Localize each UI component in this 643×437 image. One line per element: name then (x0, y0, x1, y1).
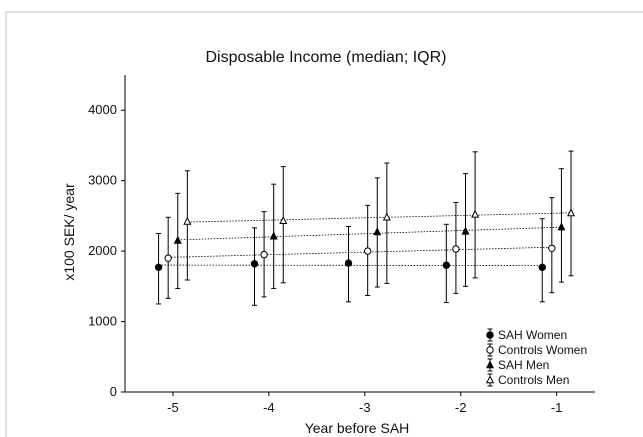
y-tick-label: 2000 (88, 243, 117, 258)
data-point (442, 261, 451, 269)
data-point (363, 247, 372, 255)
x-axis-label: Year before SAH (305, 420, 410, 436)
data-point (279, 216, 288, 225)
data-point (538, 263, 546, 272)
data-point (461, 226, 470, 235)
data-point (567, 208, 576, 217)
data-point (269, 231, 278, 240)
data-point (260, 250, 268, 259)
trend-line-1 (168, 246, 552, 258)
y-tick-label: 1000 (88, 314, 117, 329)
y-tick-label: 0 (110, 384, 117, 399)
data-point (373, 227, 382, 236)
series-lines (158, 212, 572, 267)
data-point (344, 259, 353, 267)
markers (154, 208, 576, 272)
data-point (557, 222, 566, 231)
data-point (382, 212, 391, 221)
axes: 0 1000 2000 3000 4000 -5 -4 -3 -2 -1 (88, 75, 595, 415)
chart-title: Disposable Income (median; IQR) (206, 49, 447, 66)
data-point (164, 254, 172, 262)
data-point (471, 209, 480, 218)
x-tick-label: -1 (551, 400, 563, 415)
legend-label: SAH Women (498, 328, 567, 342)
x-tick-label: -2 (455, 400, 467, 415)
legend-label: SAH Men (498, 358, 549, 372)
trend-line-0 (158, 264, 543, 267)
data-point (250, 260, 259, 268)
legend-label: Controls Men (498, 373, 569, 387)
x-tick-label: -4 (263, 400, 275, 415)
data-point (548, 244, 556, 252)
y-axis-label: x100 SEK/ year (61, 183, 77, 281)
data-point (154, 263, 163, 272)
data-point (173, 235, 182, 244)
legend-marker (485, 360, 495, 369)
y-tick-label: 4000 (88, 102, 117, 117)
trend-line-2 (177, 226, 562, 241)
legend-marker (486, 331, 494, 339)
y-tick-label: 3000 (88, 173, 117, 188)
legend-marker (486, 346, 494, 354)
x-tick-label: -5 (167, 400, 179, 415)
trend-line-3 (187, 212, 572, 223)
error-bars (156, 150, 574, 306)
legend-label: Controls Women (498, 343, 587, 357)
data-point (452, 245, 460, 253)
x-tick-label: -3 (359, 400, 371, 415)
legend-marker (485, 375, 495, 384)
data-point (183, 216, 192, 225)
